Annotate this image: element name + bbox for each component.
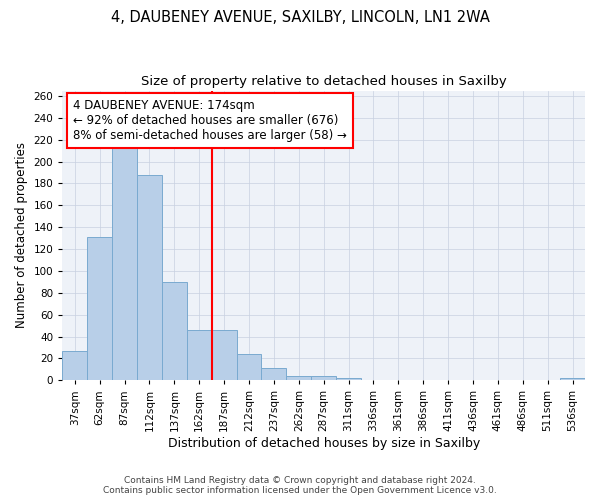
Bar [62,351,87,380]
Bar [212,330,236,380]
Y-axis label: Number of detached properties: Number of detached properties [15,142,28,328]
Text: 4, DAUBENEY AVENUE, SAXILBY, LINCOLN, LN1 2WA: 4, DAUBENEY AVENUE, SAXILBY, LINCOLN, LN… [110,10,490,25]
Bar [262,368,286,380]
Bar [137,174,162,380]
Bar [112,148,137,380]
X-axis label: Distribution of detached houses by size in Saxilby: Distribution of detached houses by size … [167,437,480,450]
Bar [187,330,212,380]
Title: Size of property relative to detached houses in Saxilby: Size of property relative to detached ho… [141,75,506,88]
Bar [162,282,187,380]
Bar [560,378,585,380]
Bar [336,378,361,380]
Bar [236,354,262,380]
Text: Contains HM Land Registry data © Crown copyright and database right 2024.
Contai: Contains HM Land Registry data © Crown c… [103,476,497,495]
Text: 4 DAUBENEY AVENUE: 174sqm
← 92% of detached houses are smaller (676)
8% of semi-: 4 DAUBENEY AVENUE: 174sqm ← 92% of detac… [73,99,347,142]
Bar [286,376,311,380]
Bar [311,376,336,380]
Bar [87,237,112,380]
